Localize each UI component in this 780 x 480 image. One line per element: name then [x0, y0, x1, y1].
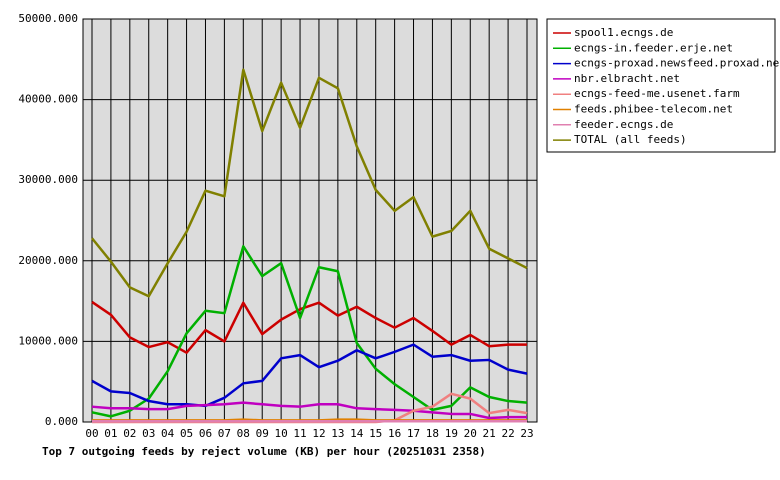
- series-line: [91, 343, 528, 408]
- x-tick-label: 09: [256, 427, 269, 440]
- series-line: [91, 68, 528, 298]
- x-tick-label: 05: [180, 427, 193, 440]
- x-tick-label: 13: [331, 427, 344, 440]
- series-line: [91, 245, 528, 418]
- x-tick-label: 00: [85, 427, 98, 440]
- legend-label: feeder.ecngs.de: [574, 118, 673, 131]
- legend-label: ecngs-feed-me.usenet.farm: [574, 87, 740, 100]
- legend-label: nbr.elbracht.net: [574, 72, 680, 85]
- x-tick-label: 14: [350, 427, 364, 440]
- series-line: [91, 300, 527, 354]
- x-tick-label: 06: [199, 427, 212, 440]
- x-tick-label: 16: [388, 427, 401, 440]
- y-tick-label: 20000.000: [18, 254, 78, 267]
- x-tick-label: 20: [464, 427, 477, 440]
- x-tick-label: 01: [104, 427, 117, 440]
- x-tick-label: 08: [237, 427, 250, 440]
- y-tick-label: 10000.000: [18, 334, 78, 347]
- x-tick-label: 23: [520, 427, 533, 440]
- legend-label: TOTAL (all feeds): [574, 133, 687, 146]
- y-tick-label: 50000.000: [18, 12, 78, 25]
- legend-box: [546, 18, 776, 153]
- x-tick-label: 11: [293, 427, 306, 440]
- legend-label: feeds.phibee-telecom.net: [574, 103, 733, 116]
- x-tick-label: 18: [426, 427, 439, 440]
- legend-label: spool1.ecngs.de: [574, 26, 673, 39]
- series-line: [91, 401, 527, 420]
- x-tick-label: 07: [218, 427, 231, 440]
- y-tick-label: 0.000: [45, 415, 78, 428]
- x-tick-label: 22: [501, 427, 514, 440]
- x-tick-label: 03: [142, 427, 155, 440]
- x-tick-label: 02: [123, 427, 136, 440]
- x-tick-label: 21: [483, 427, 496, 440]
- x-tick-label: 19: [445, 427, 458, 440]
- x-tick-label: 12: [312, 427, 325, 440]
- y-tick-label: 40000.000: [18, 93, 78, 106]
- x-tick-label: 04: [161, 427, 175, 440]
- legend-label: ecngs-in.feeder.erje.net: [574, 41, 733, 54]
- chart-title: Top 7 outgoing feeds by reject volume (K…: [42, 445, 486, 458]
- y-tick-label: 30000.000: [18, 173, 78, 186]
- x-tick-label: 17: [407, 427, 420, 440]
- x-tick-label: 15: [369, 427, 382, 440]
- x-tick-label: 10: [275, 427, 288, 440]
- legend-label: ecngs-proxad.newsfeed.proxad.net: [574, 57, 780, 70]
